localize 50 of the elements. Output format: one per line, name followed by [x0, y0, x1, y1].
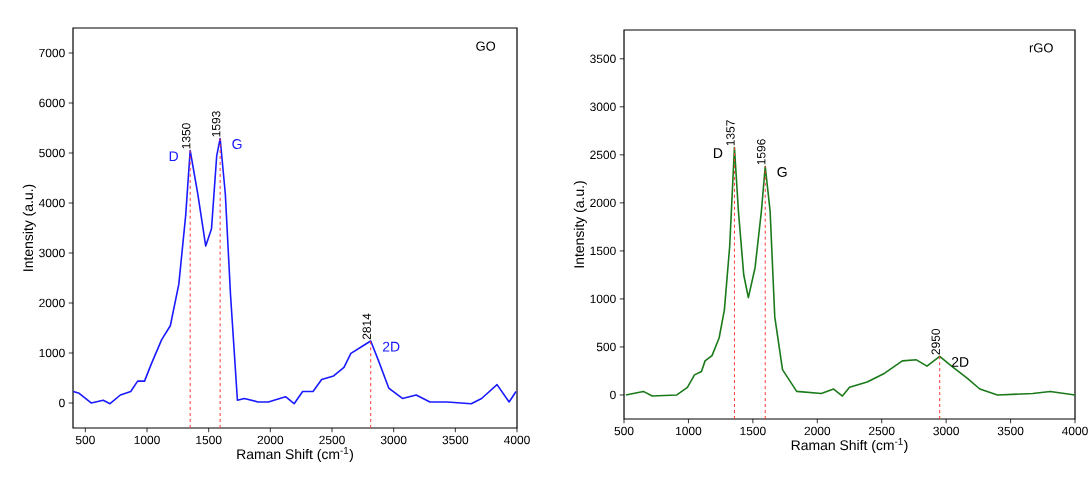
x-tick-label: 3500 — [997, 426, 1024, 436]
annotation: D — [713, 148, 723, 158]
x-tick-label: 1500 — [740, 426, 766, 436]
y-tick-label: 1500 — [590, 246, 616, 256]
ref-line-label: 1357 — [726, 120, 735, 146]
x-tick-label: 2000 — [804, 426, 831, 436]
y-tick-label: 2000 — [590, 198, 616, 208]
annotation: 2D — [382, 341, 400, 352]
ref-line-label: 1596 — [757, 139, 766, 165]
y-tick-label: 1000 — [39, 348, 65, 358]
y-tick-label: 1000 — [590, 294, 616, 304]
x-tick-label: 3500 — [442, 435, 469, 445]
ref-line-label: 2814 — [362, 313, 371, 340]
annotation: GO — [476, 41, 496, 51]
annotation: G — [777, 167, 787, 177]
y-tick-label: 500 — [596, 342, 616, 352]
y-tick-label: 3000 — [590, 102, 616, 112]
x-tick-label: 4000 — [1061, 426, 1088, 436]
x-tick-label: 500 — [75, 435, 95, 445]
y-axis-title: Intensity (a.u.) — [22, 184, 36, 271]
x-tick-label: 3000 — [933, 426, 959, 436]
x-tick-label: 1000 — [134, 435, 160, 445]
x-axis-title: Raman Shift (cm$^{-1}$) — [791, 438, 908, 453]
x-tick-label: 3000 — [380, 435, 407, 445]
x-tick-label: 1500 — [196, 435, 222, 445]
ref-line-label: 1593 — [211, 111, 221, 137]
x-tick-label: 4000 — [503, 435, 530, 445]
x-tick-label: 2500 — [869, 426, 895, 436]
y-tick-label: 2000 — [39, 298, 65, 308]
annotation: 2D — [951, 356, 969, 367]
y-tick-label: 6000 — [39, 98, 65, 108]
annotation: G — [232, 139, 242, 149]
y-tick-label: 5000 — [39, 148, 65, 158]
y-tick-label: 7000 — [39, 48, 65, 58]
y-tick-label: 0 — [610, 390, 616, 400]
x-tick-label: 1000 — [676, 426, 702, 436]
x-tick-label: 2500 — [319, 435, 345, 445]
y-tick-label: 3500 — [590, 54, 616, 64]
ref-line-label: 2950 — [931, 328, 940, 355]
x-tick-label: 2000 — [257, 435, 284, 445]
x-tick-label: 500 — [614, 426, 634, 436]
annotation: rGO — [1029, 43, 1053, 53]
y-tick-label: 4000 — [38, 198, 65, 208]
x-axis-title: Raman Shift (cm$^{-1}$) — [237, 447, 353, 462]
ref-line-label: 1350 — [181, 123, 191, 149]
y-tick-label: 0 — [59, 398, 65, 408]
annotation: D — [169, 151, 178, 161]
y-tick-label: 3000 — [39, 248, 65, 258]
y-tick-label: 2500 — [590, 150, 616, 160]
y-axis-title: Intensity (a.u.) — [573, 181, 587, 268]
